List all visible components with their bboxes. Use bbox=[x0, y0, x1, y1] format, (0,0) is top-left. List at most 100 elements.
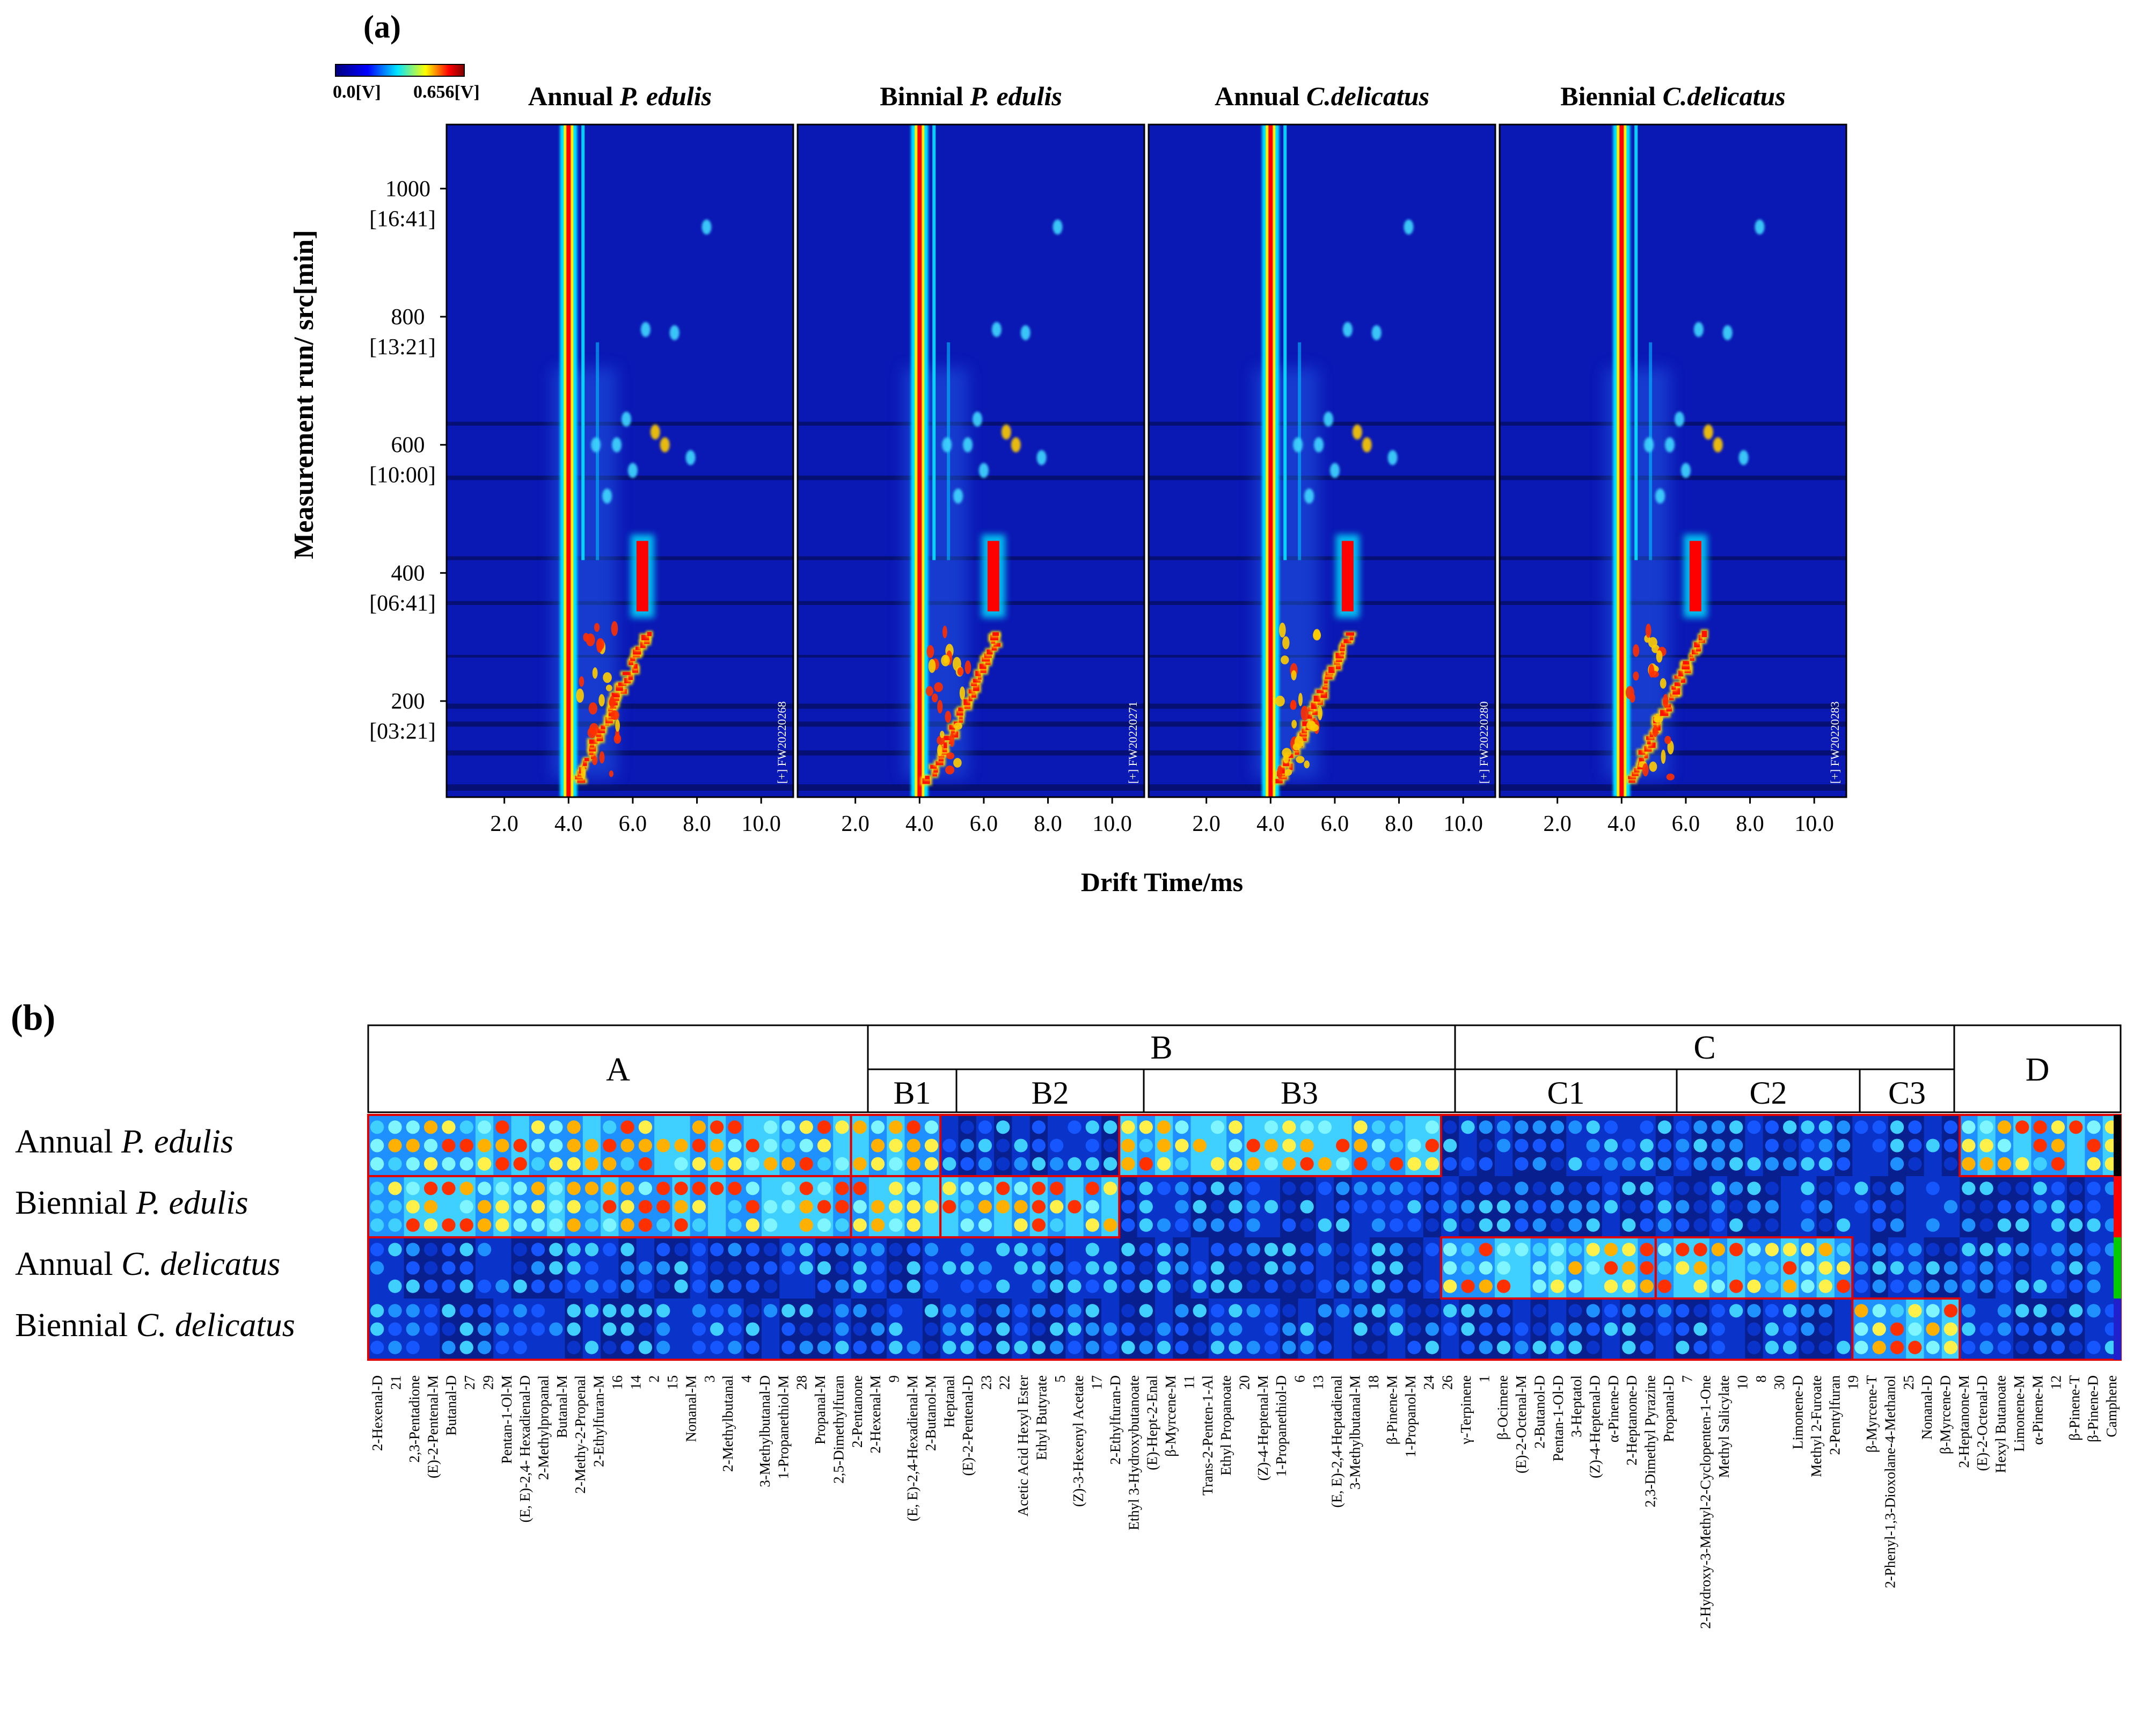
fingerprint-spot bbox=[1371, 1120, 1386, 1134]
fingerprint-spot bbox=[1354, 1120, 1368, 1134]
fingerprint-spot bbox=[1282, 1340, 1296, 1354]
signal-band bbox=[1500, 421, 1846, 426]
fingerprint-spot bbox=[674, 1139, 688, 1153]
fingerprint-spot bbox=[728, 1200, 742, 1214]
fingerprint-spot bbox=[835, 1157, 849, 1171]
fingerprint-spot bbox=[1461, 1139, 1475, 1153]
fingerprint-spot bbox=[1479, 1304, 1493, 1318]
signal-spot bbox=[1362, 437, 1372, 453]
panel-b-label: (b) bbox=[11, 997, 55, 1038]
fingerprint-spot bbox=[477, 1304, 492, 1318]
fingerprint-spot bbox=[1693, 1157, 1707, 1171]
fingerprint-spot bbox=[1371, 1243, 1386, 1257]
signal-spot bbox=[1722, 325, 1733, 340]
fingerprint-spot bbox=[1765, 1181, 1779, 1195]
fingerprint-spot bbox=[1640, 1218, 1654, 1232]
fingerprint-spot bbox=[1711, 1200, 1726, 1214]
compound-label: β-Myrcene-M bbox=[1163, 1375, 1179, 1457]
row-color-marker bbox=[2114, 1176, 2121, 1237]
signal-spot-core bbox=[1316, 689, 1324, 694]
fingerprint-spot bbox=[1407, 1261, 1421, 1275]
fingerprint-spot bbox=[1425, 1218, 1439, 1232]
fingerprint-spot bbox=[960, 1218, 974, 1232]
fingerprint-spot bbox=[1461, 1218, 1475, 1232]
row-color-marker bbox=[2114, 1115, 2121, 1176]
compound-label: (E, E)-2,4-Heptadienal bbox=[1328, 1375, 1344, 1508]
signal-spot bbox=[627, 463, 638, 478]
fingerprint-spot bbox=[1210, 1340, 1225, 1354]
fingerprint-spot bbox=[1532, 1200, 1546, 1214]
fingerprint-spot bbox=[459, 1322, 473, 1336]
compound-label: 18 bbox=[1365, 1375, 1382, 1390]
fingerprint-spot bbox=[1443, 1261, 1457, 1275]
fingerprint-spot bbox=[1175, 1340, 1189, 1354]
fingerprint-spot bbox=[871, 1218, 885, 1232]
fingerprint-spot bbox=[1818, 1139, 1832, 1153]
fingerprint-spot bbox=[674, 1181, 688, 1195]
signal-spot bbox=[1738, 450, 1749, 465]
fingerprint-spot bbox=[1371, 1261, 1386, 1275]
fingerprint-spot bbox=[1890, 1200, 1904, 1214]
fingerprint-spot bbox=[960, 1279, 974, 1293]
fingerprint-spot bbox=[1461, 1304, 1475, 1318]
fingerprint-spot bbox=[442, 1157, 456, 1171]
fingerprint-spot bbox=[1693, 1120, 1707, 1134]
fingerprint-spot bbox=[1908, 1120, 1922, 1134]
fingerprint-spot bbox=[1908, 1322, 1922, 1336]
fingerprint-spot bbox=[710, 1181, 724, 1195]
fingerprint-spot bbox=[1496, 1200, 1511, 1214]
fingerprint-spot bbox=[1336, 1157, 1350, 1171]
fingerprint-spot bbox=[746, 1304, 759, 1318]
compound-label: 3-Methylbutanal-D bbox=[757, 1375, 773, 1487]
signal-spot bbox=[1020, 325, 1031, 340]
signal-spot bbox=[594, 623, 600, 632]
fingerprint-spot bbox=[1479, 1200, 1493, 1214]
fingerprint-spot bbox=[1264, 1243, 1278, 1257]
fingerprint-spot bbox=[1443, 1139, 1457, 1153]
fingerprint-spot bbox=[1461, 1120, 1475, 1134]
fingerprint-spot bbox=[1229, 1279, 1243, 1293]
fingerprint-spot bbox=[1371, 1139, 1386, 1153]
fingerprint-spot bbox=[1586, 1322, 1600, 1336]
signal-streak bbox=[581, 125, 585, 560]
fingerprint-spot bbox=[728, 1139, 742, 1153]
row-label-italic: C. delicatus bbox=[121, 1246, 280, 1282]
fingerprint-spot bbox=[1657, 1120, 1672, 1134]
fingerprint-spot bbox=[1318, 1157, 1332, 1171]
signal-band bbox=[447, 655, 793, 658]
fingerprint-spot bbox=[1515, 1340, 1529, 1354]
fingerprint-spot bbox=[442, 1279, 456, 1293]
x-tick-label: 8.0 bbox=[1736, 812, 1764, 836]
signal-spot bbox=[603, 672, 612, 683]
fingerprint-spot bbox=[1782, 1279, 1797, 1293]
fingerprint-spot bbox=[1157, 1304, 1171, 1318]
fingerprint-spot bbox=[1336, 1139, 1350, 1153]
fingerprint-spot bbox=[1979, 1218, 1993, 1232]
fingerprint-spot bbox=[656, 1322, 670, 1336]
fingerprint-spot bbox=[513, 1340, 527, 1354]
fingerprint-spot bbox=[1014, 1322, 1028, 1336]
fingerprint-spot bbox=[1979, 1157, 1993, 1171]
fingerprint-spot bbox=[1765, 1279, 1779, 1293]
fingerprint-spot bbox=[1926, 1279, 1940, 1293]
fingerprint-spot bbox=[1818, 1200, 1832, 1214]
fingerprint-spot bbox=[388, 1157, 402, 1171]
signal-spot bbox=[1642, 763, 1649, 777]
fingerprint-spot bbox=[1175, 1304, 1189, 1318]
fingerprint-spot bbox=[1926, 1243, 1940, 1257]
fingerprint-spot bbox=[1765, 1243, 1779, 1257]
signal-spot-core bbox=[628, 674, 633, 680]
fingerprint-spot bbox=[388, 1304, 402, 1318]
fingerprint-spot bbox=[1890, 1243, 1904, 1257]
fingerprint-spot bbox=[1604, 1157, 1618, 1171]
compound-label: 2-Methy-2-Propenal bbox=[572, 1375, 588, 1493]
signal-blob bbox=[987, 541, 999, 611]
subgroup-label: B3 bbox=[1281, 1075, 1318, 1111]
signal-spot bbox=[591, 437, 601, 453]
fingerprint-spot bbox=[924, 1200, 939, 1214]
row-label-italic: C. delicatus bbox=[136, 1307, 295, 1344]
fingerprint-spot bbox=[1479, 1279, 1493, 1293]
fingerprint-spot bbox=[1550, 1304, 1565, 1318]
fingerprint-spot bbox=[692, 1218, 706, 1232]
fingerprint-spot bbox=[692, 1200, 706, 1214]
